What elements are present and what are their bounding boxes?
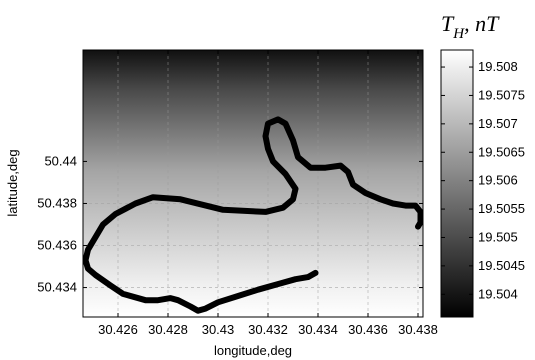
colorbar-title-sub: H (452, 26, 465, 42)
grid (83, 50, 423, 317)
x-tick-label: 30.438 (398, 322, 438, 337)
colorbar-scale (440, 49, 474, 318)
track-line (83, 116, 423, 314)
x-tick-label: 30.428 (148, 322, 188, 337)
y-tick-label: 50.44 (44, 153, 77, 168)
x-tick-label: 30.43 (202, 322, 235, 337)
colorbar-tick-label: 19.5065 (478, 144, 525, 159)
y-axis-label: latitude,deg (5, 149, 20, 216)
y-ticks: 50.434 50.436 50.438 50.44 (37, 153, 423, 295)
colorbar (440, 49, 474, 318)
x-ticks: 30.426 30.428 30.43 30.432 30.434 30.436 30.43… (98, 50, 438, 337)
heatmap (83, 50, 423, 317)
colorbar-title: TH, nT (441, 11, 500, 42)
colorbar-tick-label: 19.5075 (478, 87, 525, 102)
x-tick-label: 30.436 (348, 322, 388, 337)
x-tick-label: 30.434 (298, 322, 338, 337)
colorbar-ticks: 19.504 19.5045 19.505 19.5055 19.506 19.5065 1… (441, 59, 525, 301)
colorbar-tick-label: 19.507 (478, 116, 518, 131)
colorbar-tick-label: 19.5055 (478, 201, 525, 216)
colorbar-tick-label: 19.508 (478, 59, 518, 74)
y-tick-label: 50.434 (37, 280, 77, 295)
x-tick-label: 30.432 (248, 322, 288, 337)
y-tick-label: 50.438 (37, 195, 77, 210)
axes (82, 49, 424, 318)
y-tick-label: 50.436 (37, 238, 77, 253)
x-axis-label: longitude,deg (214, 343, 292, 358)
colorbar-tick-label: 19.505 (478, 229, 518, 244)
plot-frame (82, 49, 424, 318)
x-tick-label: 30.426 (98, 322, 138, 337)
colorbar-tick-label: 19.5045 (478, 258, 525, 273)
colorbar-title-main: T (441, 11, 455, 36)
colorbar-tick-label: 19.506 (478, 173, 518, 188)
track (83, 116, 423, 314)
colorbar-tick-label: 19.504 (478, 286, 518, 301)
heatmap-field (83, 50, 423, 317)
colorbar-title-rest: , nT (464, 11, 500, 36)
